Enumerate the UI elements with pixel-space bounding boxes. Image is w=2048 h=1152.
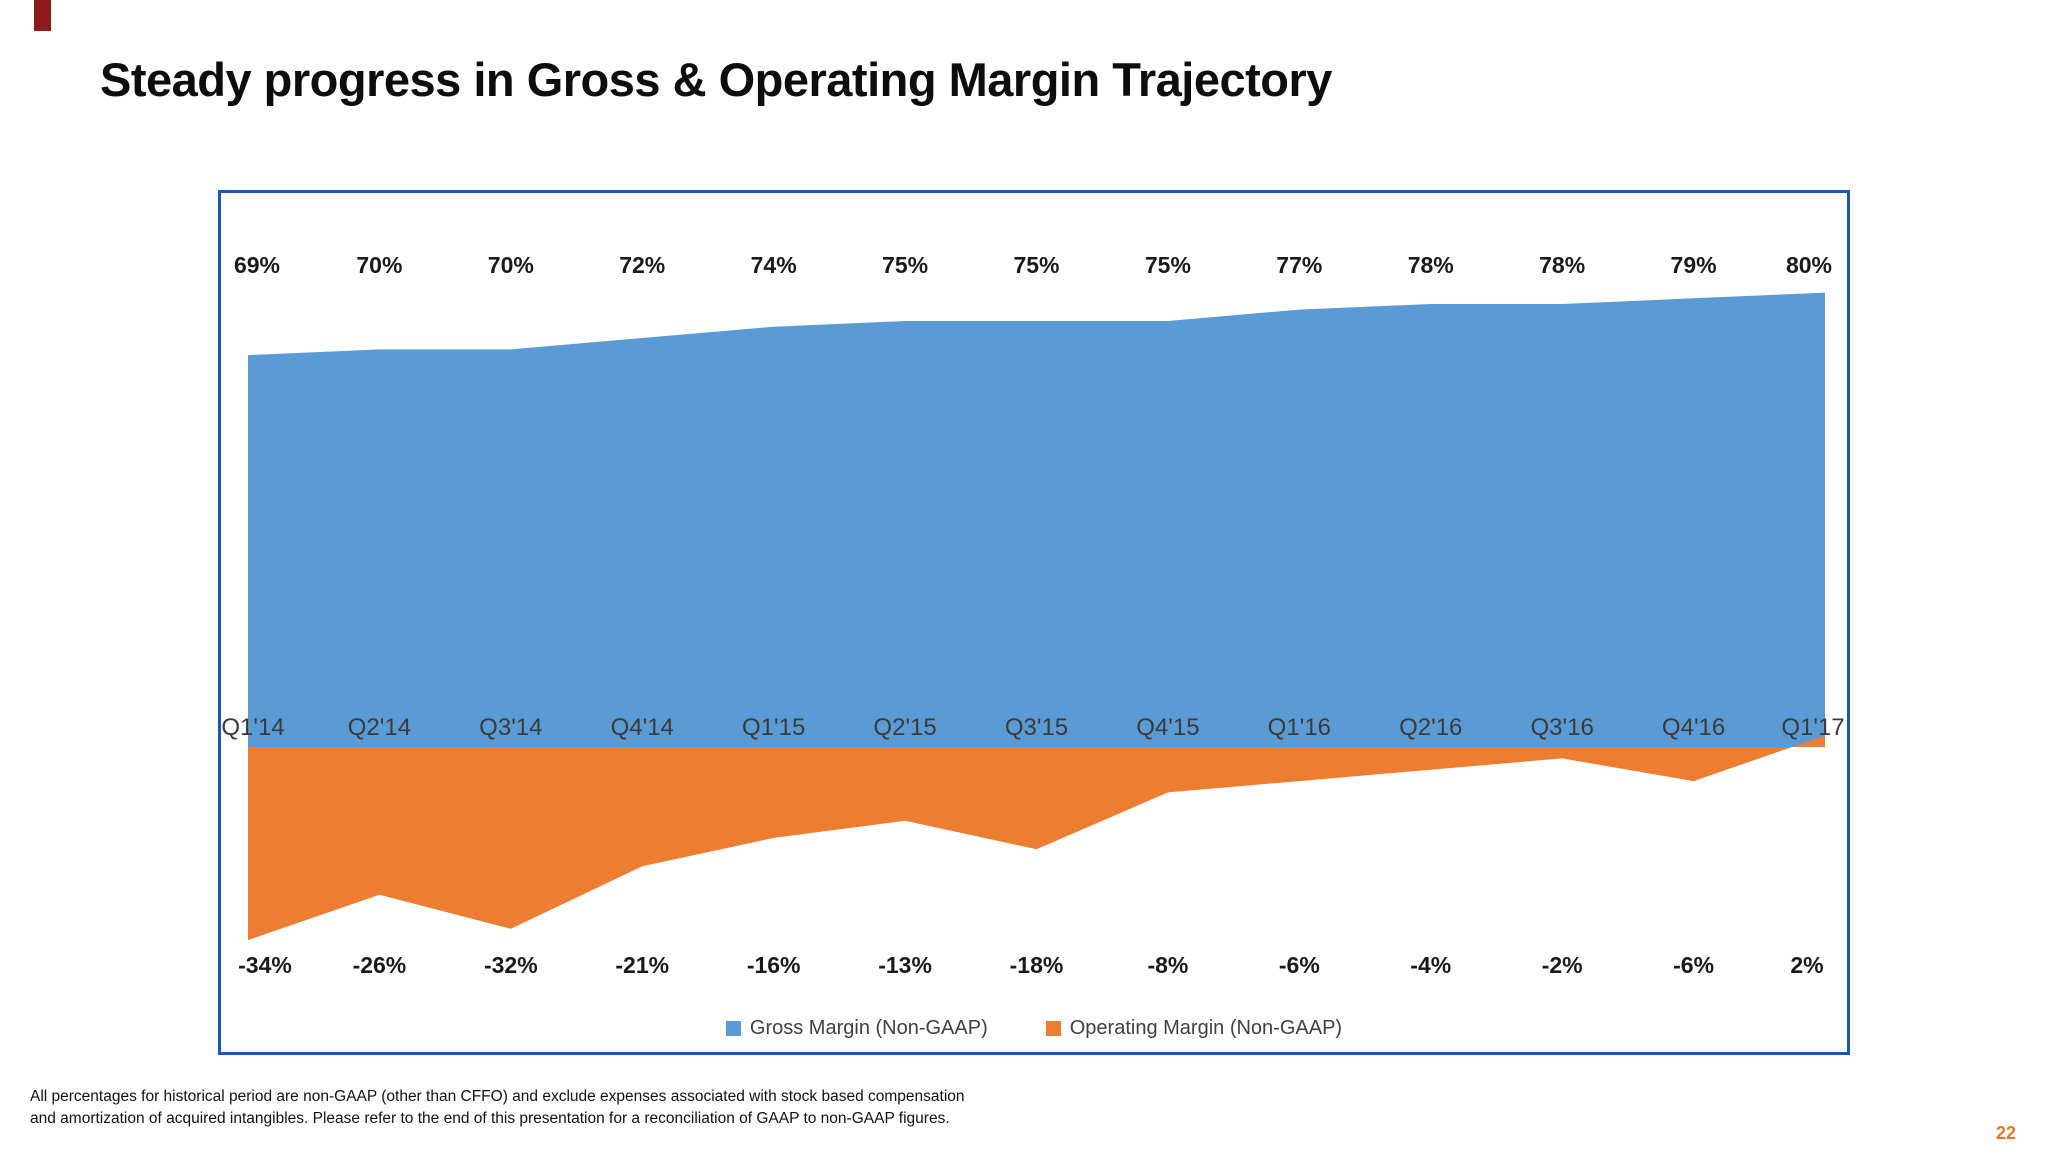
gross-margin-data-label: 75%	[882, 252, 928, 278]
footnote: All percentages for historical period ar…	[30, 1086, 965, 1131]
x-axis-label: Q2'15	[873, 714, 936, 741]
legend-item-operating-margin: Operating Margin (Non-GAAP)	[1045, 1017, 1343, 1040]
x-axis-label: Q1'17	[1781, 714, 1844, 741]
gross-margin-data-label: 77%	[1276, 252, 1322, 278]
gross-margin-area	[248, 292, 1825, 747]
gross-margin-data-label: 70%	[356, 252, 402, 278]
gross-margin-data-label: 72%	[619, 252, 665, 278]
operating-margin-data-label: 2%	[1790, 952, 1823, 978]
operating-margin-data-label: -8%	[1147, 952, 1188, 978]
gross-margin-data-label: 78%	[1408, 252, 1454, 278]
x-axis-label: Q4'15	[1136, 714, 1199, 741]
x-axis-label: Q3'14	[479, 714, 542, 741]
legend-label: Operating Margin (Non-GAAP)	[1069, 1017, 1343, 1039]
slide-title: Steady progress in Gross & Operating Mar…	[100, 53, 1332, 106]
page-number: 22	[1995, 1123, 2016, 1143]
x-axis-label: Q3'16	[1531, 714, 1594, 741]
x-axis-label: Q3'15	[1005, 714, 1068, 741]
operating-margin-data-label: -16%	[747, 952, 801, 978]
operating-margin-data-label: -32%	[484, 952, 538, 978]
operating-margin-data-label: -21%	[615, 952, 669, 978]
slide-corner-mark	[34, 0, 51, 31]
x-axis-label: Q2'14	[348, 714, 411, 741]
gross-margin-data-label: 79%	[1671, 252, 1717, 278]
x-axis-label: Q1'16	[1268, 714, 1331, 741]
operating-margin-area	[248, 735, 1825, 941]
operating-margin-data-label: -34%	[238, 952, 292, 978]
x-axis-label: Q1'14	[221, 714, 284, 741]
chart-legend: Gross Margin (Non-GAAP) Operating Margin…	[221, 1017, 1847, 1040]
x-axis-label: Q1'15	[742, 714, 805, 741]
footnote-line-1: All percentages for historical period ar…	[30, 1088, 965, 1105]
gross-margin-data-label: 69%	[234, 252, 280, 278]
gross-margin-data-label: 75%	[1013, 252, 1059, 278]
operating-margin-data-label: -26%	[353, 952, 407, 978]
margin-chart-frame: 69% Q1'14 -34% 70% Q2'14 -26% 70% Q3'14 -32% 72% Q…	[218, 190, 1850, 1055]
operating-margin-data-label: -6%	[1279, 952, 1320, 978]
operating-margin-swatch-icon	[1045, 1021, 1061, 1036]
operating-margin-data-label: -13%	[878, 952, 932, 978]
gross-margin-data-label: 80%	[1786, 252, 1832, 278]
margin-area-chart: 69% Q1'14 -34% 70% Q2'14 -26% 70% Q3'14 -32% 72% Q…	[221, 252, 1844, 978]
operating-margin-data-label: -6%	[1673, 952, 1714, 978]
legend-item-gross-margin: Gross Margin (Non-GAAP)	[725, 1017, 988, 1040]
gross-margin-data-label: 75%	[1145, 252, 1191, 278]
operating-margin-data-label: -4%	[1410, 952, 1451, 978]
footnote-line-2: and amortization of acquired intangibles…	[30, 1110, 950, 1128]
gross-margin-swatch-icon	[725, 1021, 741, 1036]
gross-margin-data-label: 74%	[751, 252, 797, 278]
gross-margin-data-label: 70%	[488, 252, 534, 278]
x-axis-label: Q4'16	[1662, 714, 1725, 741]
gross-margin-data-label: 78%	[1539, 252, 1585, 278]
legend-label: Gross Margin (Non-GAAP)	[749, 1017, 988, 1039]
x-axis-label: Q2'16	[1399, 714, 1462, 741]
x-axis-label: Q4'14	[611, 714, 674, 741]
operating-margin-data-label: -18%	[1010, 952, 1064, 978]
operating-margin-data-label: -2%	[1542, 952, 1583, 978]
